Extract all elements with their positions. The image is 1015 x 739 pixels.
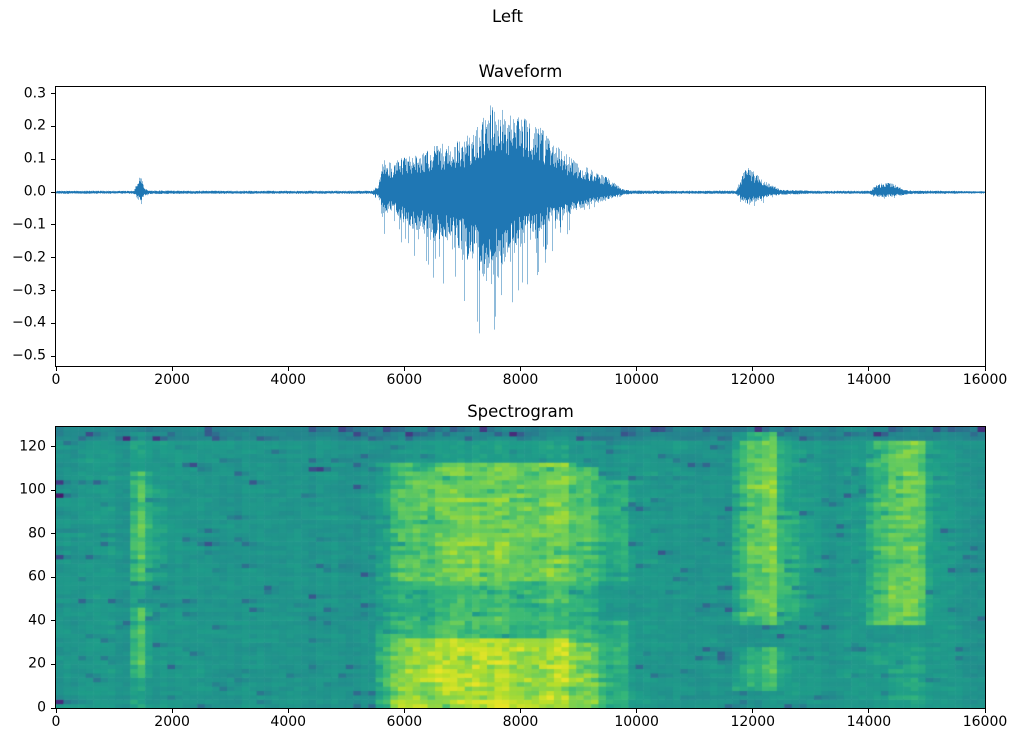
x-tick-mark [520,367,521,371]
y-tick-mark [51,576,55,578]
waveform-title: Waveform [478,62,563,81]
y-tick-mark [51,125,55,127]
waveform-plot [56,87,985,366]
x-tick-mark [55,367,57,371]
y-tick-mark [51,224,55,226]
y-tick-label: −0.4 [12,314,46,331]
x-tick-mark [636,709,638,713]
spectrogram-title: Spectrogram [467,402,574,421]
x-tick-mark [171,709,173,713]
y-tick-label: −0.3 [12,281,46,298]
y-tick-label: −0.5 [12,347,46,364]
y-tick-label: 0 [37,699,46,716]
x-tick-mark [752,709,754,713]
y-tick-label: 0.0 [23,183,46,200]
x-tick-mark [287,367,289,371]
x-tick-label: 0 [51,372,61,388]
x-tick-label: 14000 [846,372,892,388]
spectrogram-axes: Spectrogram 0 2000 4000 6000 8000 10000 12000 1… [19,402,1007,730]
y-tick-label: −0.2 [12,248,46,265]
x-tick-label: 16000 [962,372,1008,388]
x-tick-label: 8000 [502,714,539,730]
y-tick-mark [51,446,55,448]
waveform-axes: Waveform 0 2000 4000 6000 8000 10000 12000 1400… [12,62,1007,388]
y-tick-label: 60 [28,568,46,585]
y-tick-mark [51,355,55,357]
x-tick-mark [868,367,870,371]
x-tick-mark [636,367,638,371]
y-tick-mark [51,620,55,622]
x-tick-mark [403,709,405,713]
y-tick-mark [51,93,55,95]
x-tick-label: 2000 [154,372,190,388]
x-tick-mark [868,709,870,713]
x-tick-label: 10000 [614,714,659,730]
x-tick-mark [287,709,289,713]
x-tick-label: 4000 [270,372,307,388]
y-tick-mark [51,533,55,535]
y-tick-mark [51,322,55,324]
y-tick-label: 100 [19,481,46,498]
x-tick-label: 6000 [386,714,423,730]
y-tick-label: 20 [28,655,46,672]
y-tick-mark [51,290,55,291]
y-tick-label: 40 [28,612,46,629]
x-tick-label: 12000 [730,714,776,730]
x-tick-mark [520,709,521,713]
x-tick-mark [403,367,405,371]
y-tick-label: 0.3 [23,84,46,101]
y-tick-mark [51,191,55,193]
y-tick-label: 0.2 [23,117,46,134]
y-tick-mark [51,257,55,259]
x-tick-label: 4000 [270,714,307,730]
x-tick-mark [984,709,986,713]
x-tick-label: 8000 [502,372,539,388]
x-tick-label: 16000 [962,714,1008,730]
x-tick-label: 2000 [154,714,190,730]
y-tick-label: 120 [19,437,46,454]
y-tick-mark [51,707,55,709]
y-tick-label: 80 [28,525,46,542]
y-tick-label: −0.1 [12,216,46,233]
x-tick-label: 12000 [730,372,776,388]
x-tick-mark [984,367,986,371]
spectrogram-plot [56,427,985,708]
x-tick-label: 0 [51,714,61,730]
x-tick-mark [752,367,754,371]
y-tick-label: 0.1 [23,150,46,167]
x-tick-label: 14000 [846,714,892,730]
figure-title: Left [491,7,524,26]
y-tick-mark [51,158,55,160]
x-tick-mark [55,709,57,713]
y-tick-mark [51,489,55,491]
x-tick-mark [171,367,173,371]
x-tick-label: 10000 [614,372,659,388]
x-tick-label: 6000 [386,372,423,388]
y-tick-mark [51,663,55,665]
